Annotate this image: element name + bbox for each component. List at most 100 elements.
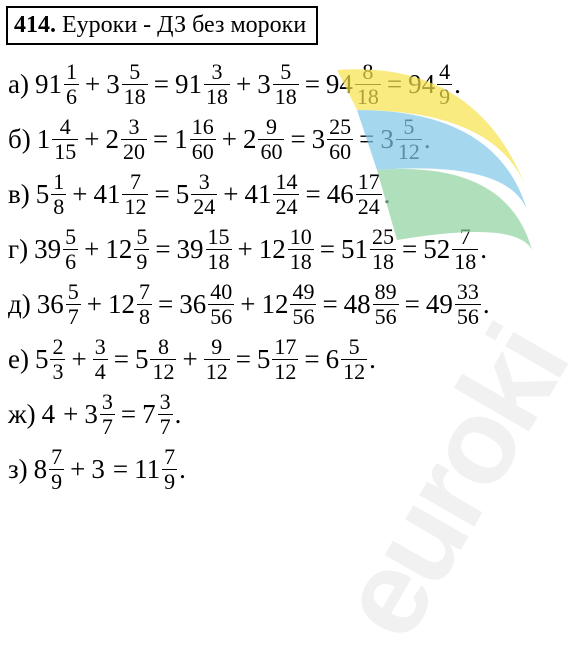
numerator: 3 (158, 391, 173, 414)
whole-part: 3 (106, 71, 120, 98)
equals-operator: = (320, 236, 335, 263)
whole-part: 5 (36, 181, 50, 208)
whole-part: 5 (35, 346, 49, 373)
whole-part: 12 (108, 291, 135, 318)
denominator: 60 (190, 139, 216, 163)
mixed-number: 52718 (423, 226, 478, 273)
fraction: 34 (93, 336, 108, 383)
equals-operator: = (155, 236, 170, 263)
denominator: 12 (122, 194, 148, 218)
numerator: 17 (356, 171, 382, 194)
numerator: 8 (360, 61, 375, 84)
denominator: 6 (63, 249, 78, 273)
mixed-number: 94818 (326, 61, 381, 108)
numerator: 3 (100, 391, 115, 414)
denominator: 15 (52, 139, 78, 163)
whole-part: 3 (380, 126, 394, 153)
numerator: 3 (197, 171, 212, 194)
line-label: д) (8, 291, 31, 318)
whole-part: 12 (261, 291, 288, 318)
whole-part: 4 (42, 401, 56, 428)
fraction: 16 (64, 61, 79, 108)
denominator: 4 (93, 359, 108, 383)
denominator: 18 (122, 84, 148, 108)
period: . (175, 401, 182, 428)
equals-operator: = (359, 126, 374, 153)
fraction: 320 (121, 116, 147, 163)
denominator: 56 (455, 304, 481, 328)
mixed-number: 488956 (344, 281, 399, 328)
fraction: 324 (191, 171, 217, 218)
numerator: 25 (327, 116, 353, 139)
equals-operator: = (154, 71, 169, 98)
denominator: 18 (288, 249, 314, 273)
denominator: 18 (206, 249, 232, 273)
mixed-number: 912 (204, 336, 230, 383)
numerator: 5 (134, 226, 149, 249)
period: . (179, 456, 186, 483)
fraction: 1712 (272, 336, 298, 383)
whole-part: 36 (37, 291, 64, 318)
whole-part: 2 (105, 126, 119, 153)
whole-part: 46 (327, 181, 354, 208)
mixed-number: 391518 (177, 226, 232, 273)
numerator: 1 (51, 171, 66, 194)
numerator: 1 (64, 61, 79, 84)
mixed-number: 91318 (175, 61, 230, 108)
mixed-number: 124956 (261, 281, 316, 328)
plus-operator: + (222, 126, 237, 153)
denominator: 20 (121, 139, 147, 163)
whole-part: 51 (341, 236, 368, 263)
whole-part: 94 (408, 71, 435, 98)
equation-line: ж)4+337=737. (8, 391, 569, 438)
mixed-number: 3 (91, 456, 107, 483)
denominator: 8 (137, 304, 152, 328)
fraction: 415 (52, 116, 78, 163)
equals-operator: = (387, 71, 402, 98)
denominator: 60 (258, 139, 284, 163)
fraction: 818 (355, 61, 381, 108)
equals-operator: = (158, 291, 173, 318)
equals-operator: = (305, 71, 320, 98)
mixed-number: 2320 (105, 116, 147, 163)
line-label: з) (8, 456, 28, 483)
fraction: 512 (396, 116, 422, 163)
denominator: 24 (273, 194, 299, 218)
numerator: 7 (128, 171, 143, 194)
mixed-number: 3657 (37, 281, 81, 328)
plus-operator: + (63, 401, 78, 428)
fraction: 59 (134, 226, 149, 273)
whole-part: 3 (84, 401, 98, 428)
fraction: 79 (49, 446, 64, 493)
mixed-number: 3518 (106, 61, 148, 108)
numerator: 40 (208, 281, 234, 304)
problem-title: Еуроки - ДЗ без мороки (62, 12, 306, 38)
fraction: 56 (63, 226, 78, 273)
equation-list: а)9116+3518=91318+3518=94818=9449.б)1415… (0, 51, 577, 503)
numerator: 15 (206, 226, 232, 249)
whole-part: 49 (426, 291, 453, 318)
plus-operator: + (70, 456, 85, 483)
numerator: 3 (93, 336, 108, 359)
mixed-number: 32560 (312, 116, 354, 163)
mixed-number: 41712 (93, 171, 148, 218)
numerator: 4 (437, 61, 452, 84)
equation-line: а)9116+3518=91318+3518=94818=9449. (8, 61, 569, 108)
fraction: 8956 (373, 281, 399, 328)
whole-part: 3 (312, 126, 326, 153)
fraction: 79 (162, 446, 177, 493)
whole-part: 1 (174, 126, 188, 153)
equation-line: г)3956+1259=391518+121018=512518=52718. (8, 226, 569, 273)
numerator: 9 (264, 116, 279, 139)
plus-operator: + (240, 291, 255, 318)
denominator: 24 (356, 194, 382, 218)
whole-part: 12 (105, 236, 132, 263)
whole-part: 36 (179, 291, 206, 318)
mixed-number: 518 (36, 171, 67, 218)
plus-operator: + (71, 346, 86, 373)
numerator: 7 (162, 446, 177, 469)
fraction: 518 (122, 61, 148, 108)
denominator: 18 (452, 249, 478, 273)
plus-operator: + (84, 126, 99, 153)
mixed-number: 364056 (179, 281, 234, 328)
